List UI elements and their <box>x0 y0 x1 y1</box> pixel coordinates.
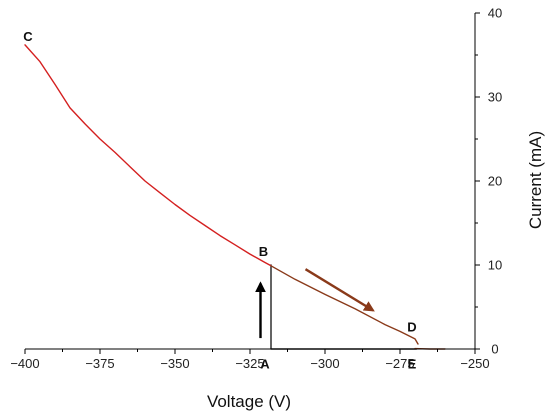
x-tick-label: −275 <box>385 356 414 371</box>
point-label-e: E <box>408 357 417 372</box>
point-label-b: B <box>259 244 268 259</box>
y-tick-label: 10 <box>488 258 502 273</box>
arrow-layer <box>255 268 375 339</box>
y-tick-label: 20 <box>488 174 502 189</box>
x-tick-label: −400 <box>10 356 39 371</box>
y-tick-label: 30 <box>488 90 502 105</box>
point-label-d: D <box>407 320 416 335</box>
point-label-c: C <box>23 29 33 44</box>
x-axis-title: Voltage (V) <box>207 392 291 411</box>
series-line-2 <box>24 44 272 267</box>
x-tick-label: −325 <box>235 356 264 371</box>
direction-arrow-2 <box>304 268 375 312</box>
point-label-a: A <box>260 357 270 372</box>
x-tick-label: −250 <box>460 356 489 371</box>
y-tick-label: 40 <box>488 6 502 21</box>
series-line-3 <box>270 265 419 345</box>
x-tick-label: −375 <box>85 356 114 371</box>
x-tick-label: −350 <box>160 356 189 371</box>
y-tick-label: 0 <box>491 342 498 357</box>
label-layer: C B A D E <box>23 29 416 372</box>
y-axis-title: Current (mA) <box>526 131 545 229</box>
x-tick-label: −300 <box>310 356 339 371</box>
